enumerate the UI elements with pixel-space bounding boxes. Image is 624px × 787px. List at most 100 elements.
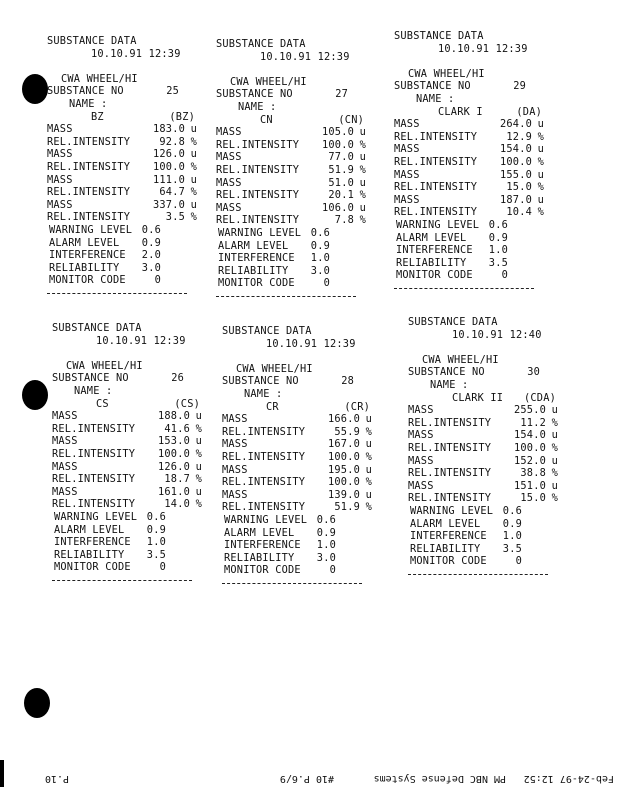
- measurement-unit: %: [365, 501, 372, 514]
- measurement-value: 105.0: [322, 126, 354, 139]
- level-label: WARNING LEVEL: [54, 510, 138, 523]
- measurement-label: REL.INTENSITY: [408, 467, 492, 480]
- level-value: 0.6: [316, 513, 336, 526]
- blank-line: [52, 347, 202, 360]
- level-value: 3.5: [488, 256, 508, 269]
- measurement-label: REL.INTENSITY: [47, 135, 131, 148]
- substance-name: CS: [96, 397, 109, 410]
- measurement-unit: %: [359, 189, 366, 202]
- level-row: INTERFERENCE 1.0: [410, 530, 558, 543]
- rel-intensity-row: REL.INTENSITY 3.5%: [47, 211, 197, 224]
- measurement-value: 64.7: [159, 186, 185, 199]
- mass-row: MASS 187.0 u: [394, 194, 544, 207]
- level-label: MONITOR CODE: [54, 561, 131, 574]
- level-value: 0.9: [316, 526, 336, 539]
- rel-intensity-row: REL.INTENSITY 100.0%: [408, 442, 558, 455]
- block-datetime: 10.10.91 12:39: [266, 337, 356, 350]
- level-value: 3.0: [316, 551, 336, 564]
- measurement-value: 20.1: [328, 189, 354, 202]
- level-label: WARNING LEVEL: [410, 504, 494, 517]
- divider-line: [216, 295, 356, 297]
- mass-row: MASS 183.0 u: [47, 123, 197, 136]
- level-label: MONITOR CODE: [396, 269, 473, 282]
- rel-intensity-row: REL.INTENSITY 20.1%: [216, 189, 366, 202]
- block-header: CWA WHEEL/HI: [61, 72, 138, 85]
- name-row: CLARK I (DA): [394, 106, 544, 119]
- block-title: SUBSTANCE DATA: [394, 30, 484, 42]
- rel-intensity-row: REL.INTENSITY 7.8%: [216, 214, 366, 227]
- blank-line: [216, 63, 366, 76]
- measurement-unit: u: [365, 413, 372, 426]
- measurement-value: 255.0: [514, 404, 546, 417]
- name-row: CS (CS): [52, 398, 202, 411]
- measurement-value: 100.0: [328, 476, 360, 489]
- measurement-label: MASS: [216, 176, 242, 189]
- measurement-label: REL.INTENSITY: [47, 160, 131, 173]
- rel-intensity-row: REL.INTENSITY 100.0%: [394, 156, 544, 169]
- level-value: 0: [159, 561, 166, 574]
- measurement-unit: %: [195, 422, 202, 435]
- level-value: 1.0: [316, 539, 336, 552]
- measurement-value: 111.0: [153, 173, 185, 186]
- name-row: CLARK II (CDA): [408, 392, 558, 405]
- scan-edge: [0, 760, 4, 787]
- rel-intensity-row: REL.INTENSITY 15.0%: [394, 181, 544, 194]
- measurement-unit: %: [537, 206, 544, 219]
- level-label: MONITOR CODE: [410, 555, 487, 568]
- level-row: ALARM LEVEL 0.9: [218, 240, 366, 253]
- substance-name: CR: [266, 400, 279, 413]
- level-row: RELIABILITY 3.5: [396, 257, 544, 270]
- name-label: NAME :: [430, 378, 469, 391]
- measurement-value: 51.9: [334, 501, 360, 514]
- measurement-label: REL.INTENSITY: [52, 422, 136, 435]
- mass-row: MASS 152.0 u: [408, 455, 558, 468]
- measurement-label: MASS: [394, 193, 420, 206]
- level-row: ALARM LEVEL 0.9: [54, 524, 202, 537]
- rel-intensity-row: REL.INTENSITY 55.9%: [222, 426, 372, 439]
- substance-no-row: SUBSTANCE NO 28: [222, 375, 372, 388]
- measurement-unit: %: [537, 155, 544, 168]
- mass-row: MASS 106.0 u: [216, 202, 366, 215]
- measurement-label: MASS: [47, 123, 73, 136]
- block-datetime: 10.10.91 12:39: [96, 334, 186, 347]
- level-value: 0: [154, 274, 161, 287]
- measurement-unit: %: [359, 138, 366, 151]
- punch-hole: [22, 380, 48, 410]
- measurement-value: 161.0: [158, 485, 190, 498]
- measurement-value: 195.0: [328, 463, 360, 476]
- measurement-unit: %: [365, 476, 372, 489]
- measurement-unit: %: [537, 130, 544, 143]
- fax-page: #10 P.6/9: [279, 773, 334, 784]
- substance-no-label: SUBSTANCE NO: [47, 85, 124, 98]
- measurement-label: MASS: [216, 126, 242, 139]
- substance-code: (DA): [516, 105, 542, 118]
- divider-line: [408, 573, 548, 575]
- level-label: ALARM LEVEL: [218, 239, 289, 252]
- rel-intensity-row: REL.INTENSITY 38.8%: [408, 467, 558, 480]
- measurement-unit: %: [195, 447, 202, 460]
- name-row: CR (CR): [222, 401, 372, 414]
- level-value: 0.6: [488, 218, 508, 231]
- measurement-label: MASS: [222, 463, 248, 476]
- measurement-unit: u: [195, 485, 202, 498]
- measurement-unit: u: [551, 454, 558, 467]
- mass-row: MASS 139.0 u: [222, 489, 372, 502]
- measurement-unit: %: [551, 492, 558, 505]
- measurement-label: MASS: [408, 404, 434, 417]
- rel-intensity-row: REL.INTENSITY 100.0%: [216, 139, 366, 152]
- measurement-label: REL.INTENSITY: [52, 447, 136, 460]
- level-row: WARNING LEVEL 0.6: [54, 511, 202, 524]
- level-value: 0.6: [502, 504, 522, 517]
- level-label: RELIABILITY: [224, 551, 295, 564]
- measurement-unit: %: [551, 416, 558, 429]
- measurement-unit: u: [359, 151, 366, 164]
- blank-line: [408, 341, 558, 354]
- level-value: 0.9: [146, 523, 166, 536]
- level-label: MONITOR CODE: [218, 277, 295, 290]
- measurement-value: 100.0: [153, 160, 185, 173]
- measurement-value: 183.0: [153, 123, 185, 136]
- substance-code: (CR): [344, 400, 370, 413]
- measurement-unit: u: [365, 438, 372, 451]
- level-label: WARNING LEVEL: [218, 226, 302, 239]
- mass-row: MASS 167.0 u: [222, 438, 372, 451]
